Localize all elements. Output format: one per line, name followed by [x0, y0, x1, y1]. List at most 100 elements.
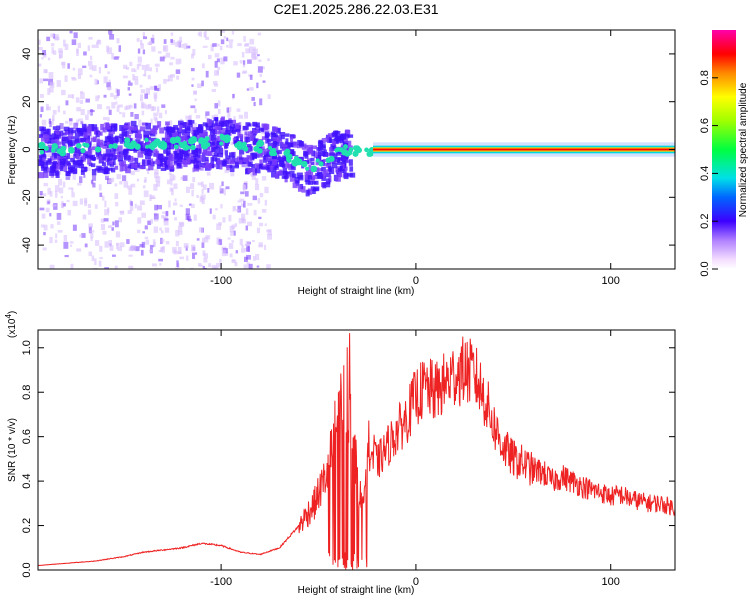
spectrogram-band-cell: [202, 122, 208, 127]
spectrogram-noise-cell: [232, 206, 235, 212]
spectrogram-band-cell: [134, 130, 140, 137]
spectrogram-noise-cell: [211, 264, 217, 269]
spectrogram-noise-cell: [202, 250, 206, 256]
spectrogram-noise-cell: [136, 178, 140, 182]
spectrogram-noise-cell: [116, 38, 120, 44]
spectrogram-noise-cell: [137, 48, 141, 54]
spectrogram-noise-cell: [149, 244, 155, 248]
spectrogram-noise-cell: [42, 50, 47, 56]
spectrogram-noise-cell: [118, 104, 123, 108]
snr-xtick-label: 100: [602, 576, 620, 588]
spectrogram-xtick-label: -100: [210, 275, 232, 287]
spectrogram-noise-cell: [222, 217, 226, 223]
spectrogram-noise-cell: [110, 92, 114, 98]
spectrogram-band-cell: [66, 160, 71, 166]
spectrogram-band-cell: [265, 156, 272, 162]
spectrogram-noise-cell: [185, 115, 191, 120]
spectrogram-noise-cell: [221, 181, 224, 187]
spectrogram-noise-cell: [104, 241, 109, 248]
spectrogram-noise-cell: [217, 43, 220, 47]
spectrogram-band-cell: [121, 161, 126, 167]
spectrogram-noise-cell: [68, 187, 73, 190]
spectrogram-noise-cell: [246, 88, 250, 91]
spectrogram-noise-cell: [241, 162, 246, 168]
spectrogram-noise-cell: [171, 188, 174, 196]
spectrogram-band-cell: [310, 186, 315, 191]
spectrogram-noise-cell: [56, 212, 62, 220]
spectrogram-noise-cell: [94, 78, 98, 85]
spectrogram-band-cell: [130, 120, 137, 127]
spectrogram-band-cell: [341, 163, 345, 170]
spectrogram-band-cell: [50, 166, 56, 173]
spectrogram-noise-cell: [234, 262, 238, 267]
spectrogram-band-cell: [140, 148, 145, 154]
spectrogram-band-cell: [322, 151, 329, 157]
spectrogram-band-cell: [123, 154, 128, 161]
spectrogram-noise-cell: [49, 86, 54, 93]
spectrogram-noise-cell: [157, 106, 160, 113]
spectrogram-band-cell: [109, 140, 113, 147]
spectrogram-band-cell: [271, 154, 277, 160]
spectrogram-noise-cell: [211, 115, 215, 119]
spectrogram-noise-cell: [72, 200, 78, 207]
spectrogram-band-cell: [252, 168, 257, 176]
spectrogram-noise-cell: [266, 264, 271, 269]
spectrogram-band-cell: [346, 134, 350, 139]
spectrogram-noise-cell: [128, 254, 133, 257]
spectrogram-band-cell: [57, 152, 61, 157]
colorbar-ticks: 0.0 0.2 0.4 0.6 0.8: [699, 70, 718, 277]
spectrogram-noise-cell: [150, 37, 155, 44]
spectrogram-band-cell: [229, 165, 235, 172]
spectrogram-noise-cell: [82, 214, 87, 220]
spectrogram-noise-cell: [241, 213, 246, 221]
spectrogram-noise-cell: [229, 253, 233, 258]
spectrogram-band-cell: [312, 187, 317, 192]
spectrogram-band-cell: [40, 134, 47, 138]
spectrogram-noise-cell: [139, 84, 143, 88]
spectrogram-band-cell: [208, 119, 212, 126]
spectrogram-band-cell: [308, 171, 314, 176]
spectrogram-noise-cell: [119, 111, 122, 115]
spectrogram-noise-cell: [149, 194, 152, 201]
spectrogram-noise-cell: [114, 183, 118, 187]
spectrogram-band-cell: [260, 146, 265, 151]
spectrogram-band-cell: [41, 155, 46, 162]
spectrogram-band-cell: [281, 143, 288, 148]
spectrogram-band-cell: [118, 151, 124, 155]
spectrogram-noise-cell: [142, 36, 148, 40]
spectrogram-band-cell: [105, 148, 112, 155]
spectrogram-band-cell: [143, 134, 150, 141]
spectrogram-band-cell: [46, 147, 52, 153]
spectrogram-band-cell: [153, 152, 157, 157]
spectrogram-noise-cell: [153, 213, 159, 220]
spectrogram-band-cell: [123, 125, 129, 129]
spectrogram-noise-cell: [175, 240, 179, 247]
spectrogram-band-cell: [80, 170, 85, 175]
spectrogram-noise-cell: [136, 38, 140, 42]
spectrogram-band-cell: [148, 164, 154, 171]
spectrogram-noise-cell: [147, 42, 153, 46]
spectrogram-noise-cell: [64, 43, 69, 50]
spectrogram-band-cell: [211, 147, 216, 153]
spectrogram-noise-cell: [202, 265, 205, 269]
spectrogram-band-cell: [39, 159, 45, 166]
spectrogram-band-cell: [174, 150, 178, 155]
spectrogram-noise-cell: [156, 87, 160, 92]
spectrogram-band-cell: [238, 133, 243, 139]
spectrogram-noise-cell: [130, 170, 135, 176]
snr-series-line: [38, 333, 675, 570]
spectrogram-band-cell: [196, 148, 202, 155]
spectrogram-band-cell: [52, 162, 58, 169]
spectrogram-noise-cell: [131, 68, 136, 72]
spectrogram-noise-cell: [76, 248, 82, 252]
spectrogram-noise-cell: [251, 52, 256, 59]
spectrogram-noise-cell: [220, 39, 225, 45]
spectrogram-noise-cell: [216, 262, 221, 268]
spectrogram-noise-cell: [154, 63, 160, 67]
spectrogram-noise-cell: [104, 267, 109, 269]
spectrogram-band-cell: [225, 119, 230, 127]
snr-ytick-label: 0.8: [21, 385, 33, 400]
spectrogram-band-cell: [225, 155, 231, 160]
spectrogram-noise-cell: [83, 51, 87, 56]
spectrogram-noise-cell: [242, 71, 247, 74]
